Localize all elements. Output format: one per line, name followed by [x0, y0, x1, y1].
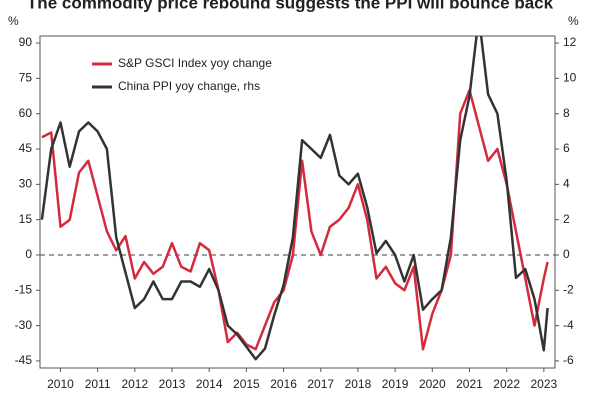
y-tick-label: 60	[19, 106, 33, 120]
y-axis-unit: %	[8, 14, 19, 28]
series-line	[41, 88, 549, 351]
x-tick-label: 2011	[85, 377, 111, 391]
plot-frame	[39, 35, 556, 369]
y-tick-label: 0	[25, 247, 32, 261]
x-tick-label: 2015	[233, 377, 260, 391]
x-tick-label: 2017	[307, 377, 334, 391]
y2-tick-label: 4	[563, 177, 570, 191]
y2-tick-label: -6	[563, 353, 574, 367]
y-tick-label: 90	[19, 35, 33, 49]
x-tick-label: 2012	[121, 377, 148, 391]
y-tick-label: 45	[19, 141, 33, 155]
chart-title: The commodity price rebound suggests the…	[27, 0, 554, 12]
x-tick-label: 2020	[419, 377, 446, 391]
y-tick-label: 75	[19, 71, 33, 85]
y2-tick-label: 10	[563, 71, 577, 85]
x-tick-label: 2019	[382, 377, 409, 391]
y2-tick-label: 0	[563, 247, 570, 261]
y-tick-label: 30	[19, 177, 33, 191]
y-tick-label: -15	[15, 282, 33, 296]
x-tick-label: 2023	[530, 377, 557, 391]
y2-tick-label: -2	[563, 282, 574, 296]
x-tick-label: 2022	[493, 377, 520, 391]
x-tick-label: 2018	[345, 377, 372, 391]
series-line	[40, 36, 549, 361]
y-tick-label: 15	[19, 212, 33, 226]
x-tick-label: 2010	[47, 377, 74, 391]
y2-axis-unit: %	[568, 14, 579, 28]
y2-tick-label: 6	[563, 141, 570, 155]
x-tick-label: 2021	[456, 377, 483, 391]
legend-label: S&P GSCI Index yoy change	[118, 56, 272, 70]
y2-tick-label: -4	[563, 318, 574, 332]
x-tick-label: 2014	[196, 377, 223, 391]
legend-label: China PPI yoy change, rhs	[118, 79, 260, 93]
y2-tick-label: 8	[563, 106, 570, 120]
y-tick-label: -30	[15, 318, 33, 332]
y2-tick-label: 12	[563, 35, 577, 49]
x-tick-label: 2013	[159, 377, 186, 391]
y-tick-label: -45	[15, 353, 33, 367]
x-tick-label: 2016	[270, 377, 297, 391]
y2-tick-label: 2	[563, 212, 570, 226]
